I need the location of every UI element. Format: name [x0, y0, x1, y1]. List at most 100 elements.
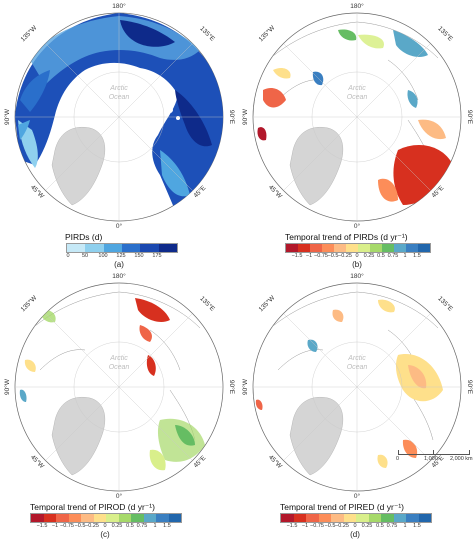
legend-swatch: [106, 514, 119, 522]
panel-label-d: (d): [350, 530, 360, 539]
lon-135w-a: 135°W: [19, 23, 39, 43]
legend-tick: 0.25: [363, 253, 375, 259]
ocean-label-line2-d: Ocean: [347, 364, 368, 371]
ocean-label-line1-b: Arctic: [347, 85, 366, 92]
ocean-label-line2-b: Ocean: [347, 94, 368, 101]
lon-90w-a: 90°W: [3, 108, 11, 125]
lon-180-d: 180°: [350, 272, 364, 280]
lon-135e-a: 135°E: [198, 24, 217, 43]
lon-90e-d: 90°E: [466, 380, 474, 395]
legend-swatch: [68, 514, 81, 522]
legend-title-b: Temporal trend of PIRDs (d yr⁻¹): [285, 232, 408, 242]
legend-tick: 0: [66, 253, 70, 259]
legend-tick: −0.25: [335, 523, 349, 529]
legend-swatch: [131, 514, 144, 522]
legend-swatch: [346, 244, 358, 252]
legend-tick: 100: [98, 253, 108, 259]
legend-swatch: [322, 244, 334, 252]
legend-tick: −0.5: [74, 523, 86, 529]
legend-swatch: [334, 244, 346, 252]
legend-tick: 150: [134, 253, 144, 259]
lon-0-b: 0°: [354, 222, 361, 230]
legend-tick: 1.5: [413, 253, 421, 259]
legend-swatch: [81, 514, 94, 522]
legend-swatch: [93, 514, 106, 522]
lon-90w-d: 90°W: [241, 378, 249, 395]
lon-135w-c: 135°W: [19, 293, 39, 313]
lon-90e-b: 90°E: [466, 110, 474, 125]
legend-tick: 0.75: [387, 253, 399, 259]
ocean-label-line1-a: Arctic: [109, 85, 128, 92]
legend-tick: 0: [103, 523, 107, 529]
polar-map-a: Arctic Ocean 180° 135°W 135°E 90°W 90°E …: [3, 2, 236, 230]
polar-map-d: Arctic Ocean 180° 135°W 135°E 90°W 90°E …: [241, 272, 474, 500]
legend-tick: 0: [355, 253, 359, 259]
lon-180-a: 180°: [112, 2, 126, 10]
legend-tick: 50: [81, 253, 89, 259]
legend-tick: 1.5: [413, 523, 421, 529]
lon-0-c: 0°: [116, 492, 123, 500]
legend-tick: 1: [403, 253, 407, 259]
legend-tick: −1.5: [36, 523, 48, 529]
lon-135e-b: 135°E: [436, 24, 455, 43]
legend-tick: 0.75: [136, 523, 148, 529]
legend-swatch: [358, 244, 370, 252]
legend-swatch: [368, 514, 381, 522]
lon-0-d: 0°: [354, 492, 361, 500]
ocean-label-line2-c: Ocean: [109, 364, 130, 371]
scale-tick-0: 0: [396, 456, 400, 462]
scale-tick-2000: 2,000 km: [450, 456, 473, 462]
legend-swatch: [306, 514, 319, 522]
legend-title-c: Temporal trend of PIROD (d yr⁻¹): [30, 502, 155, 512]
lon-135e-c: 135°E: [198, 294, 217, 313]
legend-swatch: [356, 514, 369, 522]
legend-title-d: Temporal trend of PIRED (d yr⁻¹): [280, 502, 404, 512]
legend-swatch: [118, 514, 131, 522]
legend-bar-c: [30, 513, 182, 523]
ocean-label-line2-a: Ocean: [109, 94, 130, 101]
legend-swatch: [370, 244, 382, 252]
panel-label-c: (c): [100, 530, 110, 539]
ocean-label-line1-c: Arctic: [109, 355, 128, 362]
legend-tick: −0.75: [60, 523, 74, 529]
legend-tick: 125: [116, 253, 126, 259]
legend-swatch: [85, 244, 104, 252]
panel-c: Arctic Ocean 180° 135°W 135°E 90°W 90°E …: [0, 270, 237, 540]
panel-label-b: (b): [352, 260, 362, 269]
legend-tick: 0.5: [126, 523, 134, 529]
legend-swatch: [56, 514, 69, 522]
legend-tick: −1: [301, 523, 309, 529]
legend-tick: 175: [152, 253, 162, 259]
lon-180-b: 180°: [350, 2, 364, 10]
legend-bar-a: [66, 243, 178, 253]
scale-bar: [398, 450, 470, 460]
legend-tick: −1.5: [291, 253, 303, 259]
panel-label-a: (a): [114, 260, 124, 269]
legend-swatch: [298, 244, 310, 252]
legend-tick: 0.5: [376, 523, 384, 529]
panel-d: Arctic Ocean 180° 135°W 135°E 90°W 90°E …: [238, 270, 475, 540]
panel-a: Arctic Ocean 180° 135°W 135°E 90°W 90°E …: [0, 0, 237, 270]
legend-tick: 0.75: [386, 523, 398, 529]
lon-90e-a: 90°E: [228, 110, 236, 125]
legend-tick: 0.5: [377, 253, 385, 259]
panel-b: Arctic Ocean 180° 135°W 135°E 90°W 90°E …: [238, 0, 475, 270]
lon-90w-c: 90°W: [3, 378, 11, 395]
legend-swatch: [293, 514, 306, 522]
legend-swatch: [286, 244, 298, 252]
lon-0-a: 0°: [116, 222, 123, 230]
polar-map-b: Arctic Ocean 180° 135°W 135°E 90°W 90°E …: [241, 2, 474, 230]
legend-tick: 1: [403, 523, 407, 529]
legend-tick: −0.5: [324, 523, 336, 529]
legend-swatch: [281, 514, 294, 522]
legend-swatch: [406, 244, 418, 252]
legend-bar-b: [285, 243, 431, 253]
legend-title-a: PIRDs (d): [65, 232, 103, 242]
legend-tick: −1: [51, 523, 59, 529]
legend-tick: −0.5: [327, 253, 339, 259]
legend-swatch: [103, 244, 122, 252]
legend-swatch: [331, 514, 344, 522]
legend-swatch: [67, 244, 86, 252]
legend-tick: 1: [153, 523, 157, 529]
legend-tick: 0.25: [111, 523, 123, 529]
